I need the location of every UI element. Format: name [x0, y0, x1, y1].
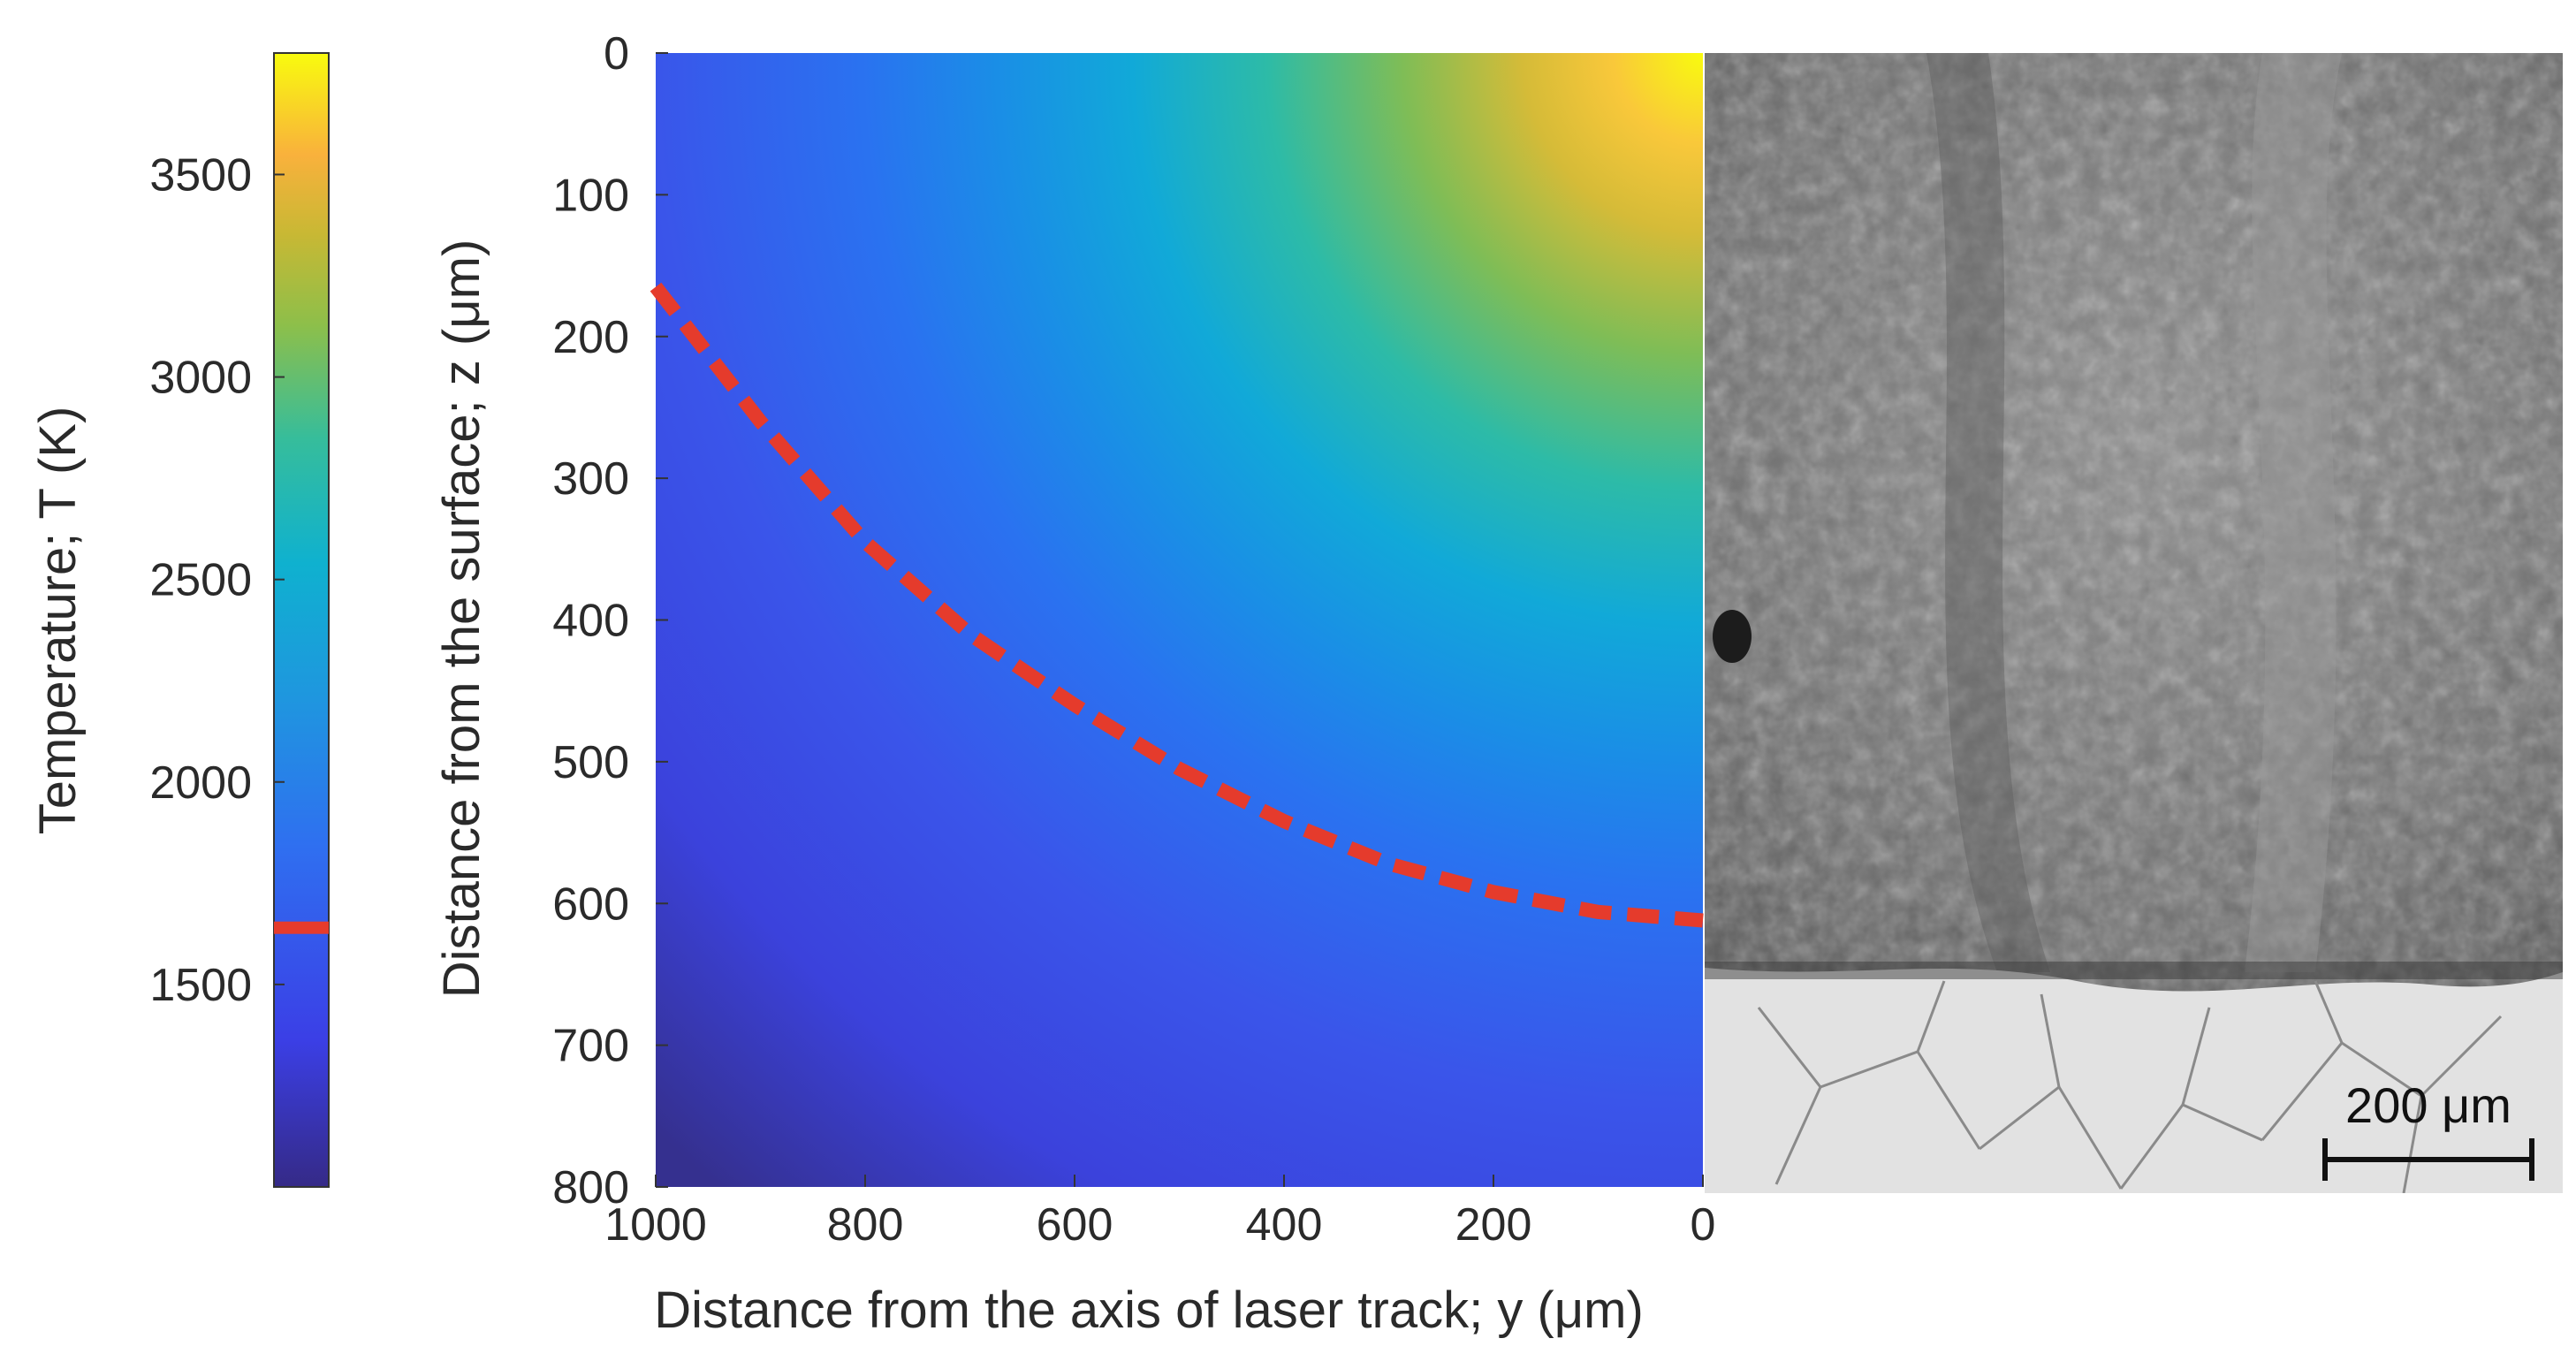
melt-pool-boundary-line — [650, 282, 1704, 928]
micrograph-image — [1705, 53, 2563, 1193]
y-tick-label: 0 — [604, 28, 629, 80]
y-tick-label: 700 — [552, 1021, 629, 1072]
colorbar-ticks: 1500 2000 2500 3000 3500 — [149, 149, 285, 1011]
colorbar-tick-label: 1500 — [149, 960, 252, 1011]
x-axis-ticks: 1000 800 600 400 200 0 — [604, 1175, 1715, 1251]
colorbar-tick-label: 2500 — [149, 555, 252, 606]
colorbar-tick-label: 3000 — [149, 353, 252, 404]
x-tick-label: 1000 — [604, 1199, 707, 1251]
x-tick-label: 800 — [827, 1199, 904, 1251]
micrograph-dendrite-bands-2 — [1926, 53, 2050, 972]
y-tick-label: 600 — [552, 878, 629, 930]
y-tick-label: 300 — [552, 453, 629, 505]
micrograph-interface — [1705, 962, 2563, 979]
y-tick-label: 800 — [552, 1162, 629, 1213]
y-axis-title: Distance from the surface; z (μm) — [433, 240, 490, 999]
micrograph-grain-boundaries — [1757, 980, 2503, 1193]
micrograph-texture — [1705, 53, 2563, 1016]
y-tick-label: 400 — [552, 596, 629, 647]
y-axis-ticks: 0 100 200 300 400 500 600 700 800 — [552, 28, 668, 1213]
heatmap-field — [656, 53, 1703, 1187]
colorbar-tick-label: 3500 — [149, 149, 252, 201]
micrograph-dendrite-bands — [2245, 53, 2342, 972]
temperature-heatmap: 1000 800 600 400 200 0 0100200300400500600700… — [433, 28, 1715, 1339]
scale-bar-label: 200 μm — [2345, 1077, 2511, 1133]
colorbar-melt-marker — [274, 921, 329, 934]
micrograph-pore — [1713, 610, 1752, 663]
x-tick-label: 400 — [1246, 1199, 1323, 1251]
y-tick-label: 500 — [552, 737, 629, 788]
x-tick-label: 600 — [1037, 1199, 1113, 1251]
colorbar-tick-label: 2000 — [149, 757, 252, 809]
colorbar: 1500 2000 2500 3000 3500 Temperature; T (K) — [29, 52, 330, 1188]
y-tick-label: 200 — [552, 312, 629, 363]
colorbar-label: Temperature; T (K) — [29, 407, 87, 835]
x-tick-label: 0 — [1691, 1199, 1716, 1251]
y-tick-label: 100 — [552, 170, 629, 221]
colorbar-gradient — [273, 52, 330, 1188]
scale-bar: 200 μm — [2322, 1077, 2534, 1181]
micrograph-substrate — [1705, 968, 2563, 1193]
x-axis-title: Distance from the axis of laser track; y… — [654, 1282, 1644, 1339]
x-tick-label: 200 — [1455, 1199, 1532, 1251]
